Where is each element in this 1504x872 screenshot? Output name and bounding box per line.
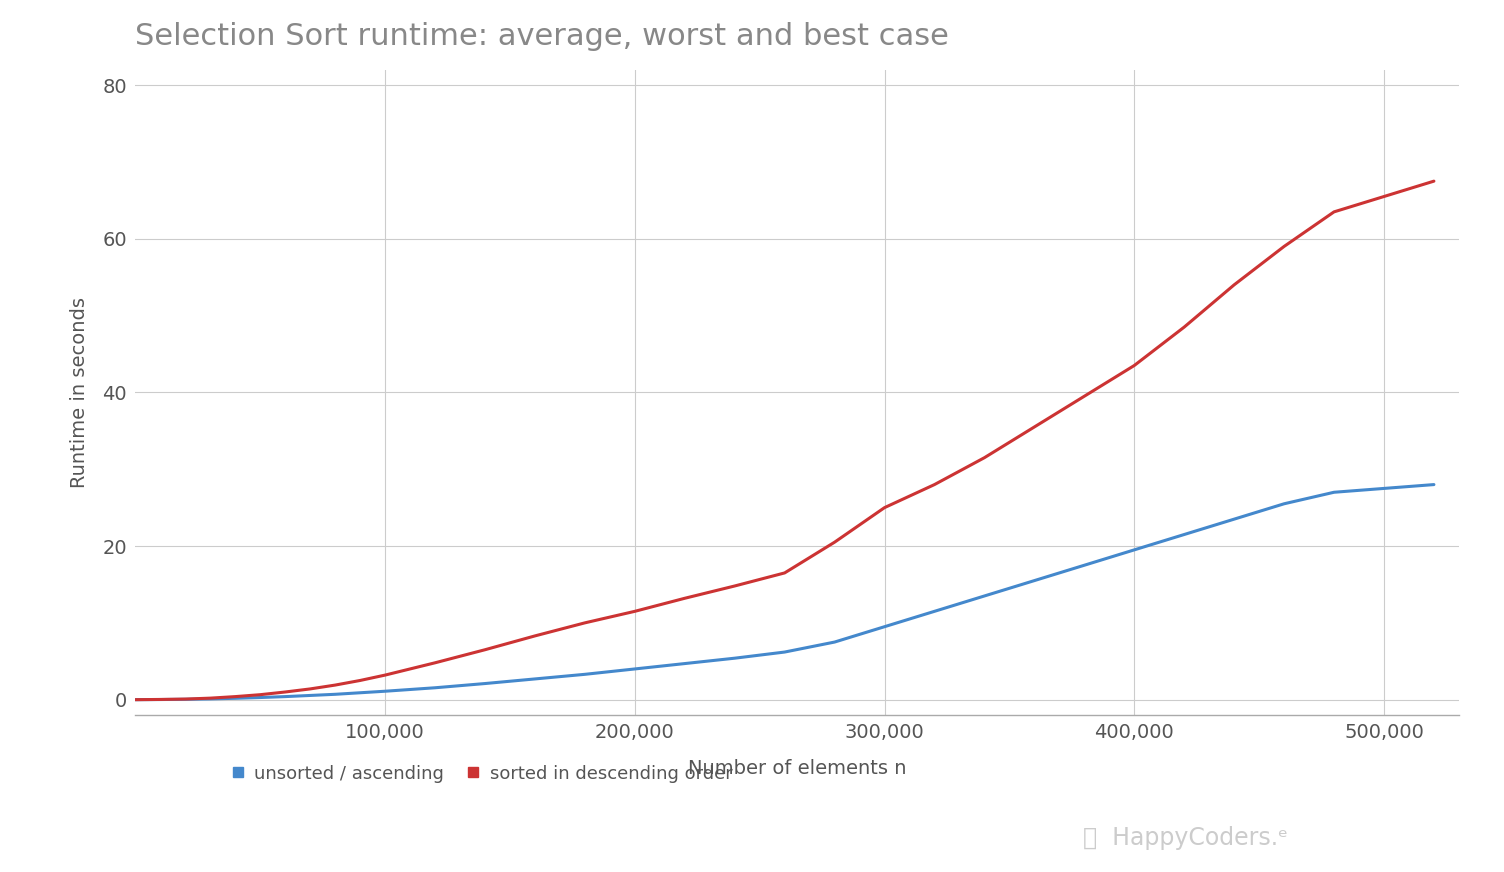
Legend: unsorted / ascending, sorted in descending order: unsorted / ascending, sorted in descendi… <box>224 758 740 790</box>
X-axis label: Number of elements n: Number of elements n <box>687 759 907 778</box>
Y-axis label: Runtime in seconds: Runtime in seconds <box>69 296 89 488</box>
Text: Selection Sort runtime: average, worst and best case: Selection Sort runtime: average, worst a… <box>135 22 949 51</box>
Text: 🥽  HappyCoders.ᵉ: 🥽 HappyCoders.ᵉ <box>1083 826 1287 850</box>
